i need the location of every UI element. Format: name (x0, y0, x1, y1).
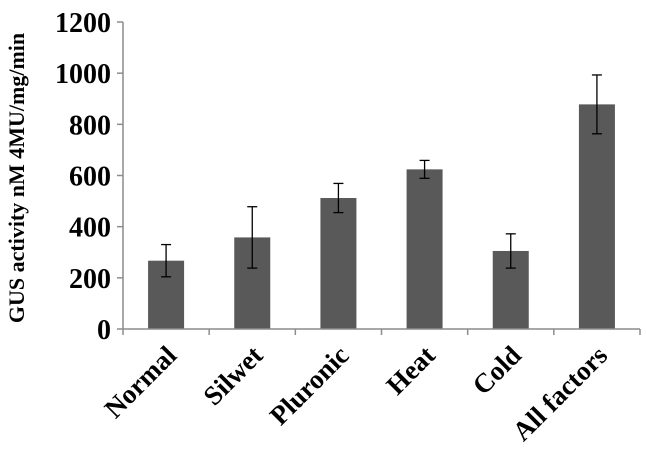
y-tick-label: 200 (69, 264, 111, 295)
x-axis (122, 328, 641, 335)
y-tick-label: 0 (97, 315, 111, 346)
bar (320, 198, 357, 329)
bar (578, 104, 615, 330)
y-tick-label: 1000 (55, 59, 111, 90)
category-label: Normal (99, 340, 183, 424)
category-label: Heat (380, 340, 440, 400)
category-label: Pluronic (264, 340, 355, 431)
error-bars (161, 74, 602, 278)
y-axis: 0 200 400 600 800 1000 1200 (55, 8, 124, 346)
y-tick-label: 400 (69, 213, 111, 244)
category-label: Cold (467, 340, 527, 400)
category-label: Silwet (197, 340, 268, 411)
bar (406, 169, 443, 329)
y-tick-label: 1200 (55, 8, 111, 39)
category-label: All factors (507, 340, 614, 447)
y-tick-label: 800 (69, 110, 111, 141)
y-axis-title: GUS activity nM 4MU/mg/min (4, 33, 29, 323)
y-tick-label: 600 (69, 162, 111, 193)
bars (148, 104, 615, 330)
